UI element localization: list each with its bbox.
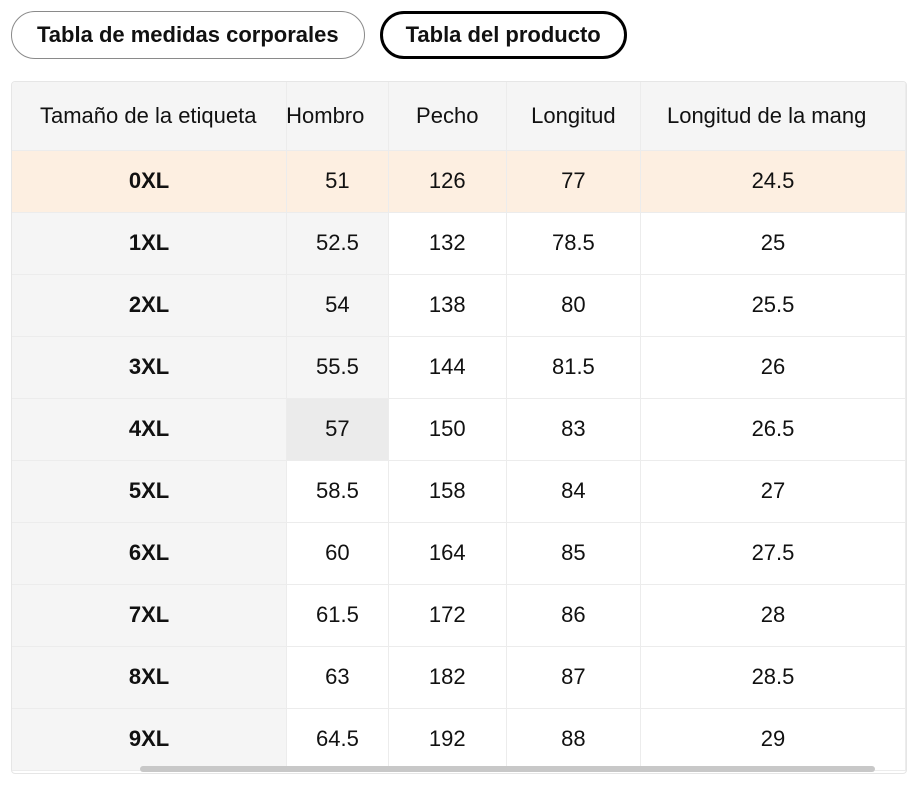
cell-sleeve-length: 29 [640,708,906,771]
cell-length: 86 [506,584,641,647]
cell-shoulder: 57 [286,398,389,461]
cell-shoulder: 55.5 [286,336,389,399]
cell-chest: 182 [388,646,507,709]
table-row: 8XL 63 182 87 28.5 [12,646,906,709]
tab-product-chart[interactable]: Tabla del producto [379,11,627,59]
cell-shoulder: 51 [286,150,389,213]
cell-shoulder: 64.5 [286,708,389,771]
cell-size: 9XL [12,708,288,771]
header-shoulder: Hombro [286,82,389,151]
cell-length: 84 [506,460,641,523]
cell-size: 3XL [12,336,288,399]
cell-sleeve-length: 25 [640,212,906,275]
cell-shoulder: 52.5 [286,212,389,275]
cell-chest: 132 [388,212,507,275]
cell-length: 78.5 [506,212,641,275]
table-row: 9XL 64.5 192 88 29 [12,708,906,771]
header-sleeve-length: Longitud de la mang [640,82,906,151]
cell-chest: 144 [388,336,507,399]
cell-shoulder: 60 [286,522,389,585]
table-header-row: Tamaño de la etiqueta Hombro Pecho Longi… [12,82,906,151]
cell-size: 5XL [12,460,288,523]
chart-tabs: Tabla de medidas corporales Tabla del pr… [11,11,627,59]
size-table: Tamaño de la etiqueta Hombro Pecho Longi… [12,82,906,771]
table-row: 5XL 58.5 158 84 27 [12,460,906,523]
cell-chest: 150 [388,398,507,461]
table-row: 3XL 55.5 144 81.5 26 [12,336,906,399]
cell-sleeve-length: 28.5 [640,646,906,709]
cell-chest: 158 [388,460,507,523]
cell-chest: 164 [388,522,507,585]
cell-length: 85 [506,522,641,585]
cell-length: 80 [506,274,641,337]
cell-size: 4XL [12,398,288,461]
table-row: 0XL 51 126 77 24.5 [12,150,906,213]
cell-length: 77 [506,150,641,213]
cell-size: 7XL [12,584,288,647]
cell-size: 1XL [12,212,288,275]
cell-chest: 172 [388,584,507,647]
cell-sleeve-length: 28 [640,584,906,647]
cell-shoulder: 61.5 [286,584,389,647]
cell-sleeve-length: 27 [640,460,906,523]
cell-shoulder: 58.5 [286,460,389,523]
header-size-label: Tamaño de la etiqueta [12,82,288,151]
table-row: 2XL 54 138 80 25.5 [12,274,906,337]
header-length: Longitud [506,82,641,151]
cell-chest: 192 [388,708,507,771]
cell-size: 6XL [12,522,288,585]
size-table-container[interactable]: Tamaño de la etiqueta Hombro Pecho Longi… [11,81,907,774]
cell-size: 8XL [12,646,288,709]
cell-sleeve-length: 26.5 [640,398,906,461]
cell-sleeve-length: 26 [640,336,906,399]
cell-shoulder: 63 [286,646,389,709]
cell-chest: 138 [388,274,507,337]
header-chest: Pecho [388,82,507,151]
cell-length: 81.5 [506,336,641,399]
table-row: 1XL 52.5 132 78.5 25 [12,212,906,275]
horizontal-scrollbar[interactable] [140,766,875,772]
cell-sleeve-length: 24.5 [640,150,906,213]
table-row: 7XL 61.5 172 86 28 [12,584,906,647]
cell-length: 88 [506,708,641,771]
cell-sleeve-length: 27.5 [640,522,906,585]
cell-shoulder: 54 [286,274,389,337]
cell-chest: 126 [388,150,507,213]
cell-size: 0XL [12,150,288,213]
table-row: 4XL 57 150 83 26.5 [12,398,906,461]
cell-sleeve-length: 25.5 [640,274,906,337]
cell-length: 87 [506,646,641,709]
cell-size: 2XL [12,274,288,337]
tab-body-measurements[interactable]: Tabla de medidas corporales [11,11,365,59]
cell-length: 83 [506,398,641,461]
table-row: 6XL 60 164 85 27.5 [12,522,906,585]
